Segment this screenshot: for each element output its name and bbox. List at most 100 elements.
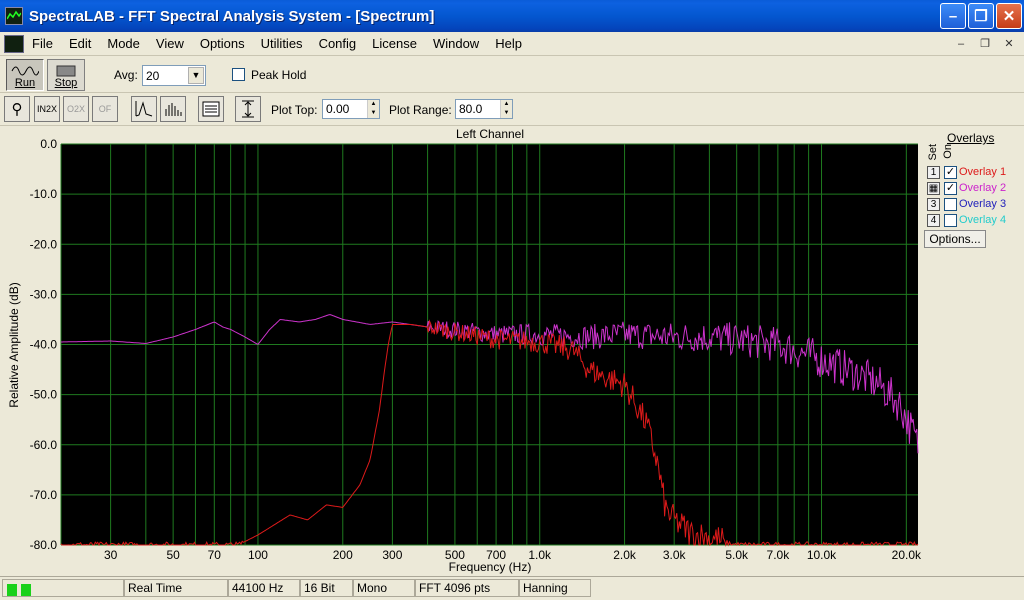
app-spectrum-icon[interactable]: [5, 7, 23, 25]
on-column-label: On: [942, 144, 954, 159]
status-window: Hanning: [519, 579, 591, 597]
mdi-restore-icon[interactable]: ❐: [980, 38, 990, 50]
bar-plot-button[interactable]: [160, 96, 186, 122]
mdi-minimize-icon[interactable]: –: [957, 38, 965, 50]
avg-label: Avg:: [114, 68, 138, 82]
window-title: SpectraLAB - FFT Spectral Analysis Syste…: [29, 7, 435, 25]
maximize-button[interactable]: ❐: [968, 3, 994, 29]
overlay-2-label: Overlay 2: [959, 182, 1007, 194]
display-settings-icon: [202, 101, 220, 117]
menu-view[interactable]: View: [155, 36, 184, 51]
plot-top-spinner[interactable]: 0.00 ▲ ▼: [322, 99, 380, 119]
status-mode: Real Time: [124, 579, 228, 597]
status-bits: 16 Bit: [300, 579, 353, 597]
vertical-scale-icon: [242, 100, 254, 118]
menu-bar: File Edit Mode View Options Utilities Co…: [0, 32, 1024, 56]
menu-help[interactable]: Help: [495, 36, 522, 51]
zoom-out-full-button[interactable]: OF: [92, 96, 118, 122]
menu-options[interactable]: Options: [199, 36, 245, 51]
overlay-3-checkbox[interactable]: [944, 198, 957, 211]
y-tick-label: -10.0: [30, 187, 58, 201]
overlay-set-icon: ▦: [928, 183, 939, 194]
y-tick-label: -50.0: [30, 388, 58, 402]
run-label: Run: [14, 77, 36, 89]
x-tick-label: 2.0k: [613, 548, 637, 562]
overlay-options-button[interactable]: Options...: [924, 230, 986, 248]
menu-edit[interactable]: Edit: [68, 36, 92, 51]
y-tick-label: -70.0: [30, 488, 58, 502]
menu-utilities[interactable]: Utilities: [260, 36, 303, 51]
restore-icon: ❐: [974, 8, 988, 25]
spin-arrows-icon[interactable]: ▲ ▼: [367, 100, 379, 118]
x-tick-label: 7.0k: [767, 548, 791, 562]
plot-range-spinner[interactable]: 80.0 ▲ ▼: [455, 99, 513, 119]
menu-license[interactable]: License: [372, 36, 417, 51]
overlay-4-set-button[interactable]: 4: [927, 214, 940, 227]
dropdown-arrow-icon[interactable]: ▼: [188, 67, 204, 84]
avg-select[interactable]: 20 ▼: [142, 65, 206, 86]
y-axis-ticks: 0.0 -10.0 -20.0 -30.0 -40.0 -50.0 -60.0 -70.0 -8…: [30, 137, 58, 552]
stop-button[interactable]: Stop: [47, 59, 85, 91]
menu-file[interactable]: File: [32, 36, 53, 51]
y-tick-label: 0.0: [40, 137, 57, 151]
x-tick-label: 200: [333, 548, 353, 562]
series-line-overlay-1: [60, 319, 919, 547]
overlay-4-checkbox[interactable]: [944, 214, 957, 227]
scale-button[interactable]: [235, 96, 261, 122]
x-tick-label: 50: [166, 548, 180, 562]
title-bar[interactable]: SpectraLAB - FFT Spectral Analysis Syste…: [0, 0, 1024, 32]
bar-plot-icon: [165, 103, 182, 116]
stop-icon: [56, 65, 76, 77]
x-axis-ticks: 30 50 70 100 200 300 500 700 1.0k 2.0k 3.0k 5.0k 7.0…: [104, 548, 922, 562]
overlay-1-checkbox[interactable]: ✓: [944, 166, 957, 179]
zoom-out-2x-button[interactable]: O2X: [63, 96, 89, 122]
acquisition-toolbar: [0, 57, 1024, 93]
y-axis-label: Relative Amplitude (dB): [7, 282, 21, 407]
plot-toolbar: [0, 94, 1024, 126]
x-tick-label: 70: [208, 548, 222, 562]
y-tick-label: -80.0: [30, 538, 58, 552]
status-bar: Real Time 44100 Hz 16 Bit Mono FFT 4096 …: [0, 576, 1024, 600]
x-tick-label: 10.0k: [807, 548, 837, 562]
zoom-out-2x-icon: O2X: [66, 104, 85, 114]
spectrum-chart[interactable]: Left Channel 0.0 -10.0 -20.0 -30.0 -40.0 -50.…: [0, 127, 924, 575]
zoom-in-2x-button[interactable]: IN2X: [34, 96, 60, 122]
overlay-1-label: Overlay 1: [959, 166, 1007, 178]
series-lines: [60, 314, 919, 547]
minimize-button[interactable]: –: [940, 3, 966, 29]
zoom-in-2x-icon: IN2X: [36, 104, 57, 114]
menu-mode[interactable]: Mode: [107, 36, 140, 51]
plot-range-label: Plot Range:: [389, 103, 452, 117]
stop-label: Stop: [54, 77, 78, 89]
zoom-button[interactable]: ⚲: [4, 96, 30, 122]
x-tick-label: 300: [382, 548, 402, 562]
chart-title: Left Channel: [456, 127, 524, 141]
spin-arrows-icon[interactable]: ▲ ▼: [500, 100, 512, 118]
x-tick-label: 1.0k: [528, 548, 552, 562]
document-spectrum-icon[interactable]: [4, 34, 24, 53]
overlay-2-checkbox[interactable]: ✓: [944, 182, 957, 195]
zoom-out-full-icon: OF: [98, 104, 112, 114]
overlay-1-set-button[interactable]: 1: [927, 166, 940, 179]
run-button[interactable]: Run: [6, 59, 44, 91]
mdi-close-icon[interactable]: ✕: [1004, 38, 1014, 50]
display-settings-button[interactable]: [198, 96, 224, 122]
minimize-icon: –: [948, 7, 958, 25]
close-button[interactable]: ✕: [996, 3, 1022, 29]
menu-window[interactable]: Window: [432, 36, 480, 51]
peak-hold-checkbox[interactable]: [232, 68, 245, 81]
overlay-4-label: Overlay 4: [959, 214, 1007, 226]
line-plot-button[interactable]: [131, 96, 157, 122]
peak-hold-label: Peak Hold: [251, 68, 307, 82]
overlay-2-set-button[interactable]: ▦: [927, 182, 940, 195]
overlay-3-set-button[interactable]: 3: [927, 198, 940, 211]
avg-value: 20: [146, 68, 160, 83]
x-axis-label: Frequency (Hz): [449, 560, 532, 574]
menu-config[interactable]: Config: [318, 36, 357, 51]
overlays-heading: Overlays: [947, 131, 995, 145]
plot-top-value: 0.00: [326, 102, 350, 116]
overlay-3-label: Overlay 3: [959, 198, 1007, 210]
x-tick-label: 5.0k: [725, 548, 749, 562]
series-line-overlay-2: [61, 314, 919, 454]
